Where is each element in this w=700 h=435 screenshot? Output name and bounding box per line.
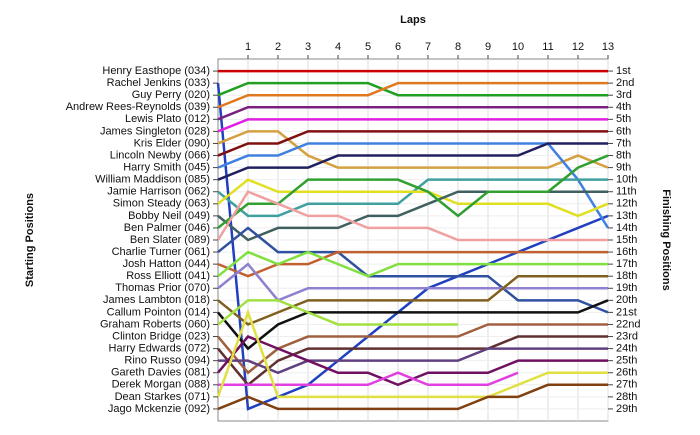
driver-label: James Lambton (018) <box>103 294 210 306</box>
driver-label: Graham Roberts (060) <box>100 318 210 330</box>
driver-label: Callum Pointon (014) <box>107 306 210 318</box>
y-tick-label-right: 28th <box>616 391 637 403</box>
position-line <box>217 130 608 157</box>
y-tick-label-right: 3rd <box>616 89 632 101</box>
y-axis-label-left: Starting Positions <box>24 193 36 287</box>
y-tick-label-right: 10th <box>616 174 637 186</box>
y-tick-label-right: 23rd <box>616 330 638 342</box>
y-tick-label-right: 24th <box>616 343 637 355</box>
driver-label: Andrew Rees-Reynolds (039) <box>66 101 210 113</box>
position-line <box>217 226 609 314</box>
position-line <box>217 274 608 326</box>
driver-label: Harry Smith (045) <box>123 162 210 174</box>
y-tick-label-right: 5th <box>616 113 631 125</box>
y-tick-label-right: 14th <box>616 222 637 234</box>
chart-title: Laps <box>400 14 426 26</box>
driver-label: Jago Mckenzie (092) <box>108 403 210 415</box>
position-line <box>216 308 608 399</box>
x-tick-label: 4 <box>335 41 341 53</box>
driver-label: Ben Palmer (046) <box>124 222 210 234</box>
x-tick-label: 13 <box>602 41 614 53</box>
y-tick-label-right: 15th <box>616 234 637 246</box>
driver-label: Charlie Turner (061) <box>112 246 210 258</box>
driver-label: Clinton Bridge (023) <box>112 330 210 342</box>
y-tick-label-right: 12th <box>616 198 637 210</box>
y-tick-label-right: 17th <box>616 258 637 270</box>
position-line <box>217 81 608 97</box>
y-tick-label-right: 11th <box>616 186 637 198</box>
driver-label: Gareth Davies (081) <box>111 367 210 379</box>
driver-label: Ross Elliott (041) <box>126 270 210 282</box>
position-line <box>217 106 608 121</box>
driver-label: Ben Slater (089) <box>130 234 210 246</box>
x-tick-label: 2 <box>275 41 281 53</box>
y-tick-label-right: 25th <box>616 355 637 367</box>
driver-label: Simon Steady (063) <box>113 198 210 210</box>
position-line <box>217 262 608 302</box>
position-line <box>216 190 608 242</box>
position-line <box>217 250 608 278</box>
position-line <box>217 154 609 229</box>
x-tick-label: 8 <box>455 41 461 53</box>
position-line <box>217 323 608 375</box>
position-line <box>217 130 609 169</box>
position-line <box>217 142 608 181</box>
y-tick-label-right: 7th <box>616 137 631 149</box>
position-line <box>217 118 608 133</box>
x-tick-label: 3 <box>305 41 311 53</box>
y-tick-label-right: 13th <box>616 210 637 222</box>
y-tick-label-right: 27th <box>616 379 637 391</box>
y-tick-label-right: 16th <box>616 246 637 258</box>
y-tick-label-right: 9th <box>616 162 631 174</box>
position-line <box>217 299 458 326</box>
driver-label: Rachel Jenkins (033) <box>107 77 210 89</box>
y-axis-label-right: Finishing Positions <box>660 189 672 290</box>
driver-label: Henry Easthope (034) <box>102 65 210 77</box>
y-tick-label-right: 26th <box>616 367 637 379</box>
driver-label: Bobby Neil (049) <box>128 210 210 222</box>
driver-label: Harry Edwards (072) <box>109 343 210 355</box>
driver-label: Lincoln Newby (066) <box>110 149 210 161</box>
driver-label: Derek Morgan (088) <box>112 379 210 391</box>
position-line <box>217 81 608 109</box>
x-tick-label: 11 <box>542 41 553 53</box>
position-line <box>218 347 608 375</box>
driver-label: Guy Perry (020) <box>132 89 210 101</box>
y-tick-label-right: 20th <box>616 294 637 306</box>
x-tick-label: 6 <box>395 41 401 53</box>
driver-label: Rino Russo (094) <box>124 355 210 367</box>
driver-label: Josh Hatton (044) <box>123 258 210 270</box>
driver-label: Jamie Harrison (062) <box>107 186 210 198</box>
x-tick-label: 12 <box>572 41 584 53</box>
position-line <box>217 250 608 278</box>
x-tick-label: 1 <box>245 41 251 53</box>
y-tick-label-right: 21st <box>616 306 637 318</box>
x-tick-label: 5 <box>365 41 371 53</box>
y-tick-label-right: 4th <box>616 101 631 113</box>
x-tick-label: 9 <box>485 41 491 53</box>
y-tick-label-right: 6th <box>616 125 631 137</box>
position-line <box>217 178 609 218</box>
driver-label: Thomas Prior (070) <box>115 282 210 294</box>
y-tick-label-right: 22nd <box>616 318 640 330</box>
y-tick-label-right: 18th <box>616 270 637 282</box>
driver-label: Dean Starkes (071) <box>115 391 210 403</box>
position-line <box>217 383 608 411</box>
y-tick-label-right: 19th <box>616 282 637 294</box>
y-tick-label-right: 2nd <box>616 77 634 89</box>
x-tick-label: 7 <box>425 41 431 53</box>
driver-label: James Singleton (028) <box>100 125 210 137</box>
y-tick-label-right: 29th <box>616 403 637 415</box>
y-tick-label-right: 8th <box>616 149 631 161</box>
position-line <box>218 371 519 387</box>
driver-label: Kris Elder (090) <box>134 137 210 149</box>
position-line <box>217 142 610 229</box>
position-line <box>217 335 608 387</box>
driver-label: William Maddison (085) <box>95 174 210 186</box>
x-tick-label: 10 <box>512 41 524 53</box>
driver-label: Lewis Plato (012) <box>125 113 210 125</box>
y-tick-label-right: 1st <box>616 65 631 77</box>
position-line <box>217 299 609 351</box>
